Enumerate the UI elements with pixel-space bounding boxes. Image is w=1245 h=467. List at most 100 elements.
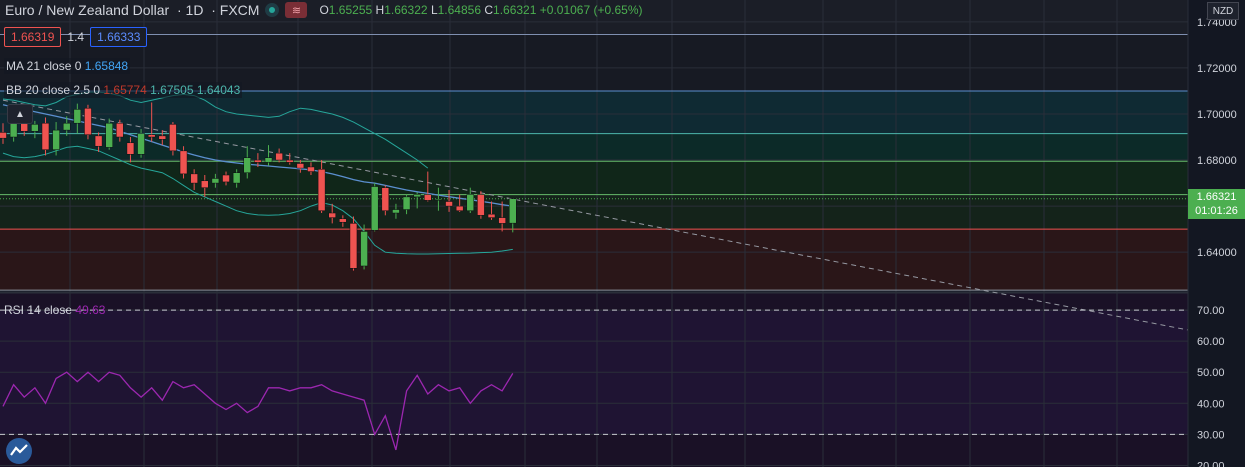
symbol-name[interactable]: Euro / New Zealand Dollar xyxy=(5,2,170,18)
rsi-line xyxy=(2,371,514,451)
candle-body xyxy=(52,129,60,150)
candle-body xyxy=(328,212,336,218)
currency-badge[interactable]: NZD xyxy=(1207,2,1239,20)
candle xyxy=(116,119,124,142)
candle xyxy=(243,146,252,179)
candle-body xyxy=(307,166,315,172)
candle xyxy=(254,153,262,167)
bb-legend[interactable]: BB 20 close 2.5 0 1.65774 1.67505 1.6404… xyxy=(4,82,243,98)
candle xyxy=(434,187,443,211)
logo-mark-icon xyxy=(10,444,28,456)
price-zone xyxy=(0,194,1188,230)
rsi-value: 49.63 xyxy=(75,303,106,317)
candle xyxy=(349,216,358,271)
candle-body xyxy=(147,134,156,138)
symbol-title[interactable]: Euro / New Zealand Dollar · 1D · FXCM xyxy=(5,2,260,18)
bb-label: BB 20 close 2.5 0 xyxy=(6,83,101,97)
candle-body xyxy=(73,109,82,124)
candle-body xyxy=(466,194,475,211)
candle-body xyxy=(285,159,294,163)
rsi-tick-label: 60.00 xyxy=(1197,336,1225,348)
candle-body xyxy=(434,198,443,201)
rsi-pane xyxy=(0,309,1188,451)
candle-body xyxy=(477,194,485,216)
candles xyxy=(0,102,517,271)
candle xyxy=(424,171,432,202)
last-price-tag: 1.66321 01:01:26 xyxy=(1188,189,1245,219)
candle-body xyxy=(201,180,209,188)
candle-body xyxy=(370,186,379,231)
exchange-label: FXCM xyxy=(219,2,260,18)
candle xyxy=(466,187,475,214)
candle xyxy=(126,137,135,163)
spread-value: 1.4 xyxy=(67,30,85,44)
candle xyxy=(222,171,230,186)
candle-body xyxy=(349,223,358,269)
trendline-dashed xyxy=(2,99,1189,331)
candle-body xyxy=(455,205,464,211)
tradingview-logo-icon[interactable] xyxy=(6,438,32,464)
candle-body xyxy=(126,142,135,155)
candle-body xyxy=(402,196,411,210)
candle xyxy=(264,145,273,166)
price-zone xyxy=(0,161,1188,195)
price-tick-label: 1.68000 xyxy=(1197,155,1237,167)
ma-label: MA 21 close 0 xyxy=(6,59,82,73)
horizontal-levels xyxy=(0,34,1188,291)
candle-body xyxy=(137,133,145,155)
candle-body xyxy=(487,213,496,218)
candle-body xyxy=(20,122,28,132)
candle xyxy=(381,185,390,216)
candle xyxy=(360,224,368,270)
ma-value: 1.65848 xyxy=(84,59,129,73)
interval-label[interactable]: 1D xyxy=(185,2,204,18)
candle xyxy=(307,162,315,176)
axis-background xyxy=(1188,0,1245,467)
candle xyxy=(105,118,113,150)
sell-button[interactable]: 1.66319 xyxy=(4,27,62,47)
candle xyxy=(445,189,453,212)
market-status-icon[interactable] xyxy=(265,3,280,17)
candle xyxy=(179,146,188,179)
candle xyxy=(317,160,326,214)
candle-body xyxy=(445,201,453,207)
candle-body xyxy=(339,218,347,223)
rsi-legend[interactable]: RSI 14 close 49.63 xyxy=(4,303,105,317)
close-value: 1.66321 xyxy=(493,3,537,17)
price-zone xyxy=(0,34,1188,91)
bar-countdown: 01:01:26 xyxy=(1195,205,1238,217)
bb-upper-value: 1.67505 xyxy=(150,83,194,97)
low-value: 1.64856 xyxy=(437,3,482,17)
candle xyxy=(137,128,145,158)
price-tick-label: 1.72000 xyxy=(1197,63,1237,75)
candle xyxy=(147,102,156,142)
ohlc-values: O1.65255 H1.66322 L1.64856 C1.66321 +0.0… xyxy=(319,3,643,17)
candle xyxy=(370,183,379,232)
candle-body xyxy=(498,217,506,224)
candle xyxy=(328,203,336,224)
open-value: 1.65255 xyxy=(328,3,373,17)
rsi-label: RSI 14 close xyxy=(4,303,73,317)
candle xyxy=(0,123,7,144)
candle-body xyxy=(84,107,92,135)
ma-legend[interactable]: MA 21 close 0 1.65848 xyxy=(4,58,131,74)
candle-body xyxy=(94,135,103,147)
candle xyxy=(455,194,464,212)
buy-button[interactable]: 1.66333 xyxy=(90,27,148,47)
candle-body xyxy=(169,124,177,152)
candle xyxy=(509,198,517,233)
candle-body xyxy=(360,231,368,267)
wave-icon[interactable]: ≋ xyxy=(285,2,308,18)
candle-body xyxy=(381,187,390,211)
candle xyxy=(52,122,60,156)
collapse-legend-button[interactable]: ▲ xyxy=(7,104,33,124)
candle-body xyxy=(254,159,262,163)
last-price-value: 1.66321 xyxy=(1196,191,1237,203)
candle xyxy=(487,201,496,220)
chart-header: Euro / New Zealand Dollar · 1D · FXCM ≋ … xyxy=(5,2,643,18)
price-axis[interactable]: 1.740001.720001.700001.680001.660001.640… xyxy=(1187,0,1245,467)
candle-body xyxy=(296,163,305,169)
candle-body xyxy=(211,178,220,184)
